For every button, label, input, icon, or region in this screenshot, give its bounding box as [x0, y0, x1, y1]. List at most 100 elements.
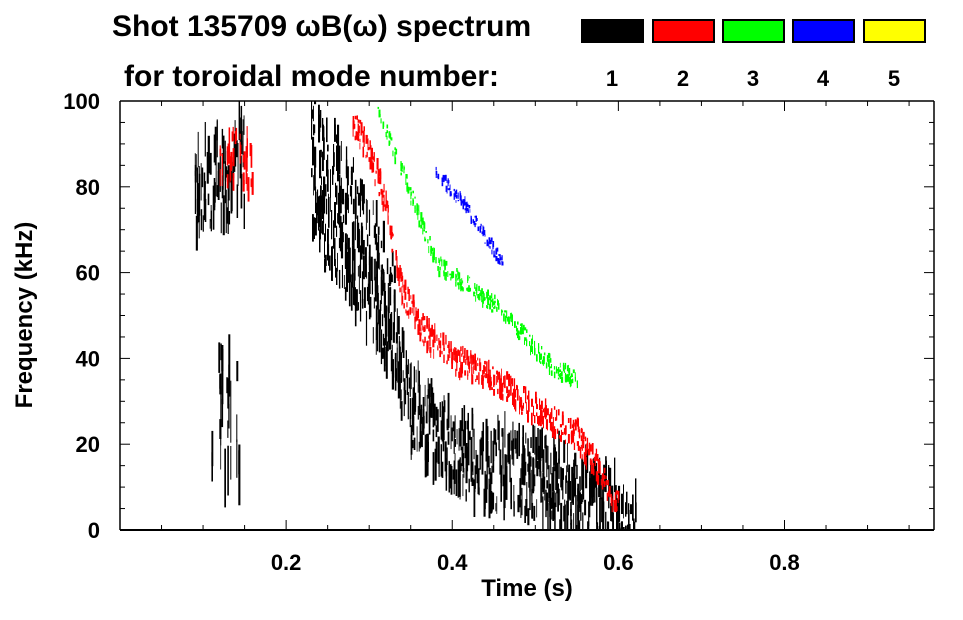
- spectrum-mark-mode-2: [552, 429, 555, 437]
- spectrum-mark-mode-2: [375, 170, 377, 174]
- spectrum-mark-mode-2: [464, 350, 466, 356]
- spectrum-mark-mode-1: [480, 437, 482, 456]
- spectrum-mark-mode-2: [469, 362, 470, 374]
- spectrum-mark-mode-3: [410, 191, 412, 196]
- spectrum-mark-mode-1: [400, 352, 402, 383]
- spectrum-mark-mode-1: [463, 405, 466, 435]
- spectrum-mark-mode-4: [499, 257, 502, 261]
- spectrum-mark-mode-1: [572, 474, 574, 503]
- spectrum-mark-mode-1: [550, 497, 552, 510]
- spectrum-mark-mode-1: [203, 193, 206, 221]
- spectrum-mark-mode-2: [403, 303, 405, 309]
- spectrum-mark-mode-1: [382, 333, 385, 346]
- spectrum-mark-mode-1: [220, 343, 222, 361]
- spectrum-mark-mode-4: [441, 177, 444, 182]
- spectrum-mark-mode-1: [594, 466, 596, 479]
- spectrum-mark-mode-2: [494, 374, 496, 386]
- spectrum-mark-mode-2: [542, 416, 544, 425]
- spectrum-mark-mode-3: [525, 337, 527, 341]
- spectrum-mark-mode-3: [422, 217, 424, 225]
- spectrum-mark-mode-2: [490, 376, 492, 388]
- spectrum-mark-mode-3: [416, 208, 419, 216]
- spectrum-mark-mode-1: [621, 493, 623, 514]
- spectrum-mark-mode-3: [517, 321, 519, 325]
- spectrum-mark-mode-1: [548, 465, 550, 498]
- spectrum-mark-mode-1: [236, 361, 239, 382]
- spectrum-mark-mode-1: [342, 214, 345, 224]
- spectrum-mark-mode-1: [478, 487, 480, 496]
- spectrum-mark-mode-2: [488, 359, 490, 371]
- spectrum-mark-mode-1: [227, 165, 230, 201]
- spectrum-mark-mode-3: [417, 214, 419, 220]
- spectrum-mark-mode-1: [328, 197, 330, 228]
- spectrum-mark-mode-1: [366, 200, 368, 223]
- spectrum-mark-mode-1: [549, 483, 551, 517]
- spectrum-mark-mode-2: [427, 340, 429, 350]
- spectrum-mark-mode-2: [455, 347, 457, 358]
- spectrum-mark-mode-3: [479, 292, 481, 301]
- spectrum-mark-mode-4: [473, 220, 476, 226]
- spectrum-mark-mode-4: [483, 230, 486, 235]
- spectrum-mark-mode-2: [540, 413, 542, 427]
- spectrum-mark-mode-2: [422, 325, 424, 331]
- spectrum-mark-mode-3: [455, 282, 457, 287]
- spectrum-mark-mode-1: [619, 527, 621, 530]
- spectrum-mark-mode-1: [338, 174, 341, 206]
- spectrum-mark-mode-3: [406, 174, 408, 179]
- spectrum-mark-mode-1: [503, 474, 506, 509]
- spectrum-mark-mode-1: [238, 444, 241, 506]
- spectrum-mark-mode-3: [473, 294, 475, 297]
- spectrum-mark-mode-2: [471, 367, 473, 376]
- spectrum-mark-mode-3: [540, 361, 542, 364]
- spectrum-mark-mode-1: [350, 166, 353, 185]
- spectrum-mark-mode-3: [403, 166, 405, 170]
- spectrum-mark-mode-1: [375, 261, 377, 279]
- spectrum-mark-mode-1: [390, 312, 393, 341]
- spectrum-mark-mode-2: [354, 135, 356, 141]
- spectrum-mark-mode-1: [623, 493, 624, 519]
- spectrum-mark-mode-1: [385, 351, 388, 367]
- spectrum-mark-mode-1: [207, 135, 210, 174]
- spectrum-mark-mode-2: [246, 126, 248, 149]
- spectrum-mark-mode-1: [357, 232, 360, 245]
- spectrum-mark-mode-2: [577, 445, 580, 451]
- spectrum-mark-mode-2: [459, 350, 461, 362]
- spectrum-mark-mode-1: [412, 388, 414, 408]
- spectrum-mark-mode-1: [312, 214, 314, 242]
- spectrum-mark-mode-3: [422, 220, 424, 225]
- spectrum-mark-mode-1: [380, 276, 382, 305]
- spectrum-mark-mode-3: [422, 227, 424, 235]
- spectrum-mark-mode-3: [570, 373, 573, 377]
- spectrum-mark-mode-2: [582, 431, 585, 440]
- spectrum-mark-mode-3: [572, 369, 575, 374]
- spectrum-mark-mode-1: [563, 505, 565, 522]
- spectrum-mark-mode-1: [359, 290, 362, 322]
- spectrum-mark-mode-2: [401, 286, 403, 293]
- spectrum-mark-mode-1: [507, 433, 510, 463]
- spectrum-mark-mode-1: [617, 500, 618, 530]
- spectrum-mark-mode-3: [429, 236, 431, 241]
- spectrum-mark-mode-2: [600, 479, 602, 486]
- spectrum-mark-mode-2: [246, 138, 248, 158]
- spectrum-mark-mode-1: [374, 276, 377, 302]
- spectrum-mark-mode-1: [361, 189, 364, 211]
- spectrum-mark-mode-2: [506, 371, 509, 380]
- spectrum-mark-mode-1: [357, 222, 360, 234]
- spectrum-mark-mode-3: [443, 270, 445, 274]
- spectrum-mark-mode-2: [423, 341, 425, 347]
- spectrum-mark-mode-4: [437, 173, 440, 180]
- spectrum-mark-mode-1: [391, 359, 394, 390]
- spectrum-mark-mode-1: [439, 402, 441, 418]
- spectrum-mark-mode-3: [518, 330, 520, 337]
- spectrum-mark-mode-1: [445, 458, 448, 477]
- spectrum-mark-mode-2: [243, 180, 245, 186]
- spectrum-mark-mode-3: [451, 273, 452, 278]
- spectrum-mark-mode-2: [467, 370, 469, 377]
- spectrum-mark-mode-1: [418, 384, 421, 416]
- spectrum-mark-mode-1: [404, 390, 407, 405]
- spectrum-mark-mode-2: [549, 412, 551, 425]
- spectrum-mark-mode-1: [326, 117, 328, 143]
- spectrum-mark-mode-1: [493, 440, 495, 462]
- spectrum-mark-mode-1: [327, 228, 329, 261]
- spectrum-mark-mode-2: [370, 145, 372, 153]
